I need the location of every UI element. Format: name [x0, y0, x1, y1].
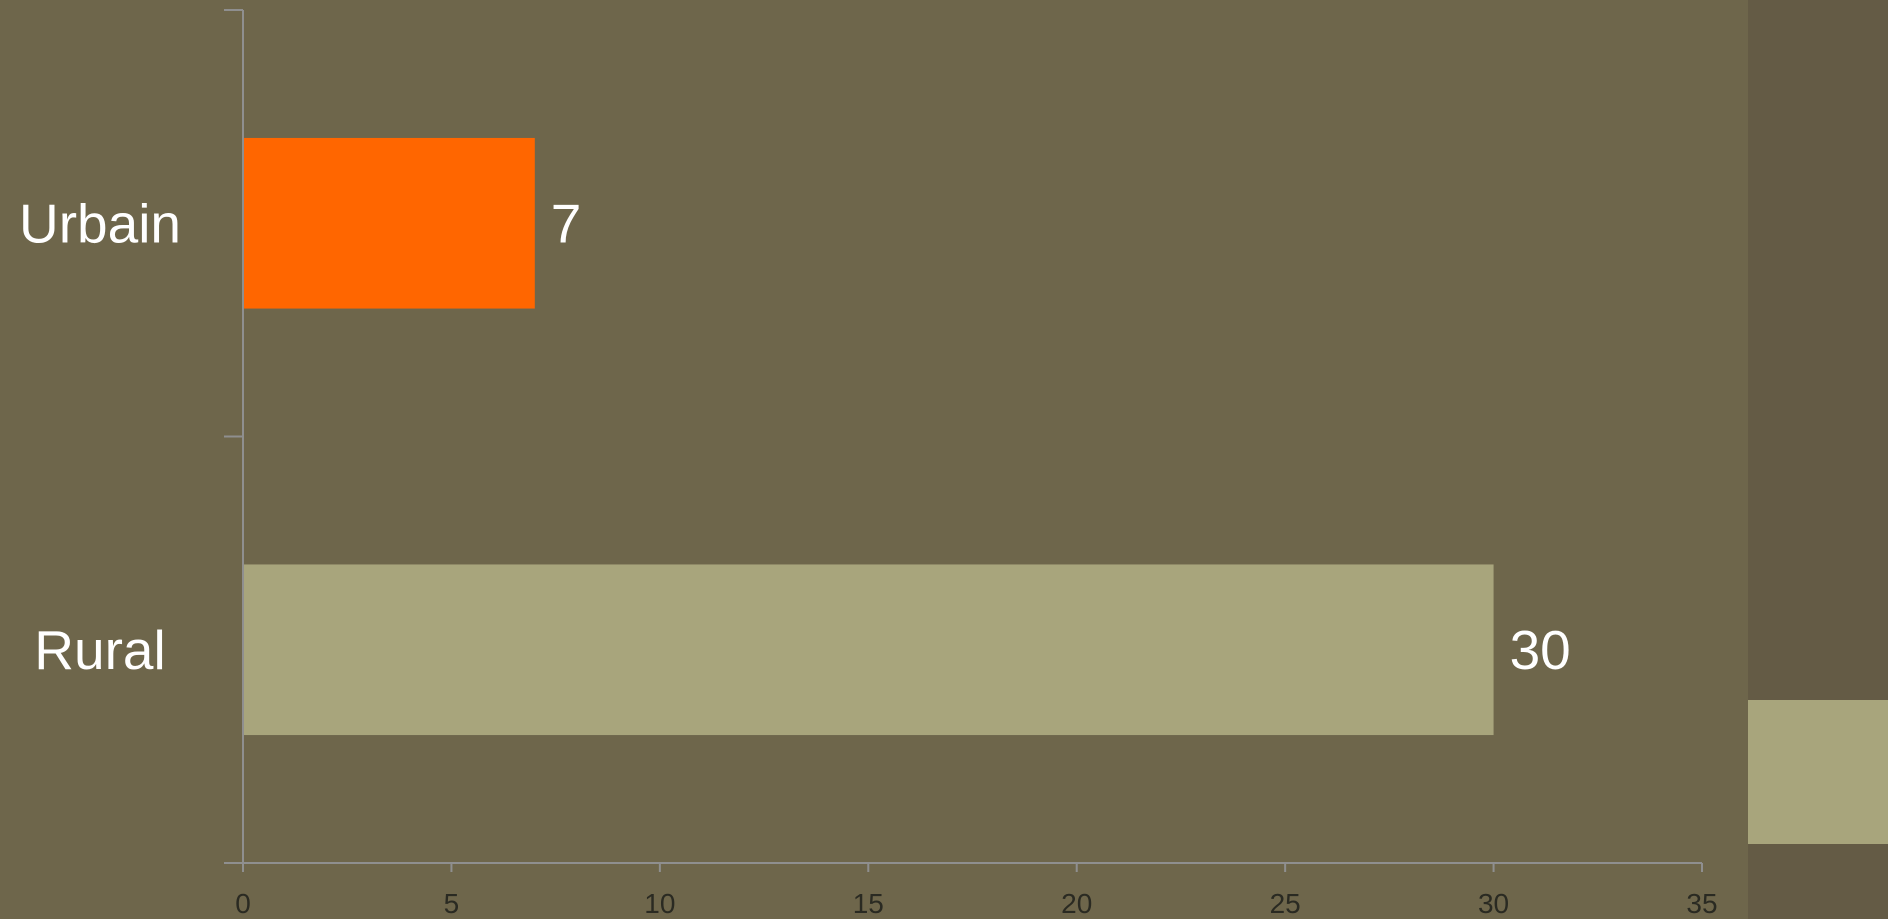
category-label-urbain: Urbain: [19, 192, 181, 254]
x-tick-label: 20: [1061, 888, 1092, 919]
bar-urbain: [243, 137, 535, 309]
x-tick-label: 30: [1478, 888, 1509, 919]
side-panel: [1748, 0, 1888, 919]
data-label-rural: 30: [1510, 619, 1571, 681]
x-tick-label: 25: [1270, 888, 1301, 919]
data-label-urbain: 7: [551, 192, 582, 254]
x-tick-label: 10: [644, 888, 675, 919]
bars: [243, 137, 1494, 736]
side-panel-swatch: [1748, 700, 1888, 844]
axes: [224, 9, 1703, 872]
x-tick-label: 35: [1686, 888, 1717, 919]
bar-chart: 7 Urbain 30 Rural 0 5 10 15 20 25 30 35: [19, 9, 1718, 919]
bar-rural: [243, 564, 1494, 736]
category-label-rural: Rural: [34, 619, 165, 681]
labels: 7 Urbain 30 Rural 0 5 10 15 20 25 30 35: [19, 192, 1718, 919]
x-tick-label: 5: [444, 888, 460, 919]
x-tick-label: 15: [853, 888, 884, 919]
x-tick-label: 0: [235, 888, 251, 919]
